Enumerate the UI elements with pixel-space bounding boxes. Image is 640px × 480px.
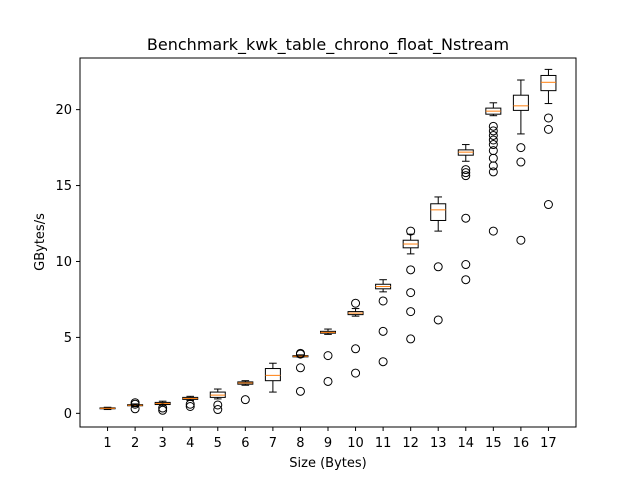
outlier-point [488,167,498,177]
x-axis: 1 2 3 4 5 6 7 8 9 10 11 12 13 14 15 16 17 [103,427,557,451]
outlier-point [461,213,471,223]
x-axis-label: Size (Bytes) [289,456,366,471]
x-tick-label: 13 [430,436,447,451]
outlier-point [543,200,553,210]
box-group [154,400,171,415]
outlier-point [488,130,498,140]
outlier-point [406,226,416,236]
outlier-point [461,171,471,181]
outlier-point [323,351,333,361]
y-tick-label: 20 [55,103,72,118]
x-tick-label: 6 [241,436,249,451]
box-group [457,144,474,285]
outlier-point [406,307,416,317]
outlier-point [488,140,498,150]
outlier-point [378,326,388,336]
y-tick-label: 5 [64,331,72,346]
box-group [375,279,392,367]
outlier-point [516,235,526,245]
box-group [292,348,309,396]
outlier-point [488,135,498,145]
box [430,203,447,221]
outlier-point [351,298,361,308]
box [264,368,281,382]
x-tick-label: 8 [296,436,304,451]
box-group [209,388,226,415]
x-tick-label: 17 [540,436,557,451]
outlier-point [488,146,498,156]
x-tick-label: 2 [131,436,139,451]
x-tick-label: 16 [513,436,530,451]
outlier-point [461,275,471,285]
outlier-point [130,398,140,408]
x-tick-label: 9 [324,436,332,451]
box-group [485,102,502,236]
outlier-point [516,143,526,153]
box-group [512,79,529,245]
outlier-point [378,296,388,306]
x-tick-label: 3 [159,436,167,451]
x-tick-label: 15 [485,436,502,451]
y-axis: 0 5 10 15 20 [55,103,80,422]
outlier-point [516,157,526,167]
x-tick-label: 14 [458,436,475,451]
chart-title: Benchmark_kwk_table_chrono_float_Nstream [147,35,509,55]
box-group [540,68,557,210]
outlier-point [461,168,471,178]
outlier-point [158,403,168,413]
outlier-point [213,400,223,410]
box-group [430,196,447,325]
outlier-point [295,363,305,373]
box-group [264,362,281,393]
x-tick-label: 12 [402,436,419,451]
outlier-point [433,315,443,325]
outlier-point [351,368,361,378]
box [512,94,529,111]
outlier-point [158,405,168,415]
x-tick-label: 10 [347,436,364,451]
outlier-point [213,405,223,415]
outlier-point [406,334,416,344]
outlier-point [406,265,416,275]
y-tick-label: 15 [55,179,72,194]
y-axis-label: GBytes/s [33,213,48,271]
outlier-point [351,344,361,354]
box [540,74,557,92]
outlier-point [461,165,471,175]
outlier-point [240,395,250,405]
outlier-point [488,226,498,236]
outlier-point [433,262,443,272]
outlier-point [185,399,195,409]
outlier-point [406,288,416,298]
box-group [320,328,336,386]
x-tick-label: 11 [375,436,392,451]
outlier-point [488,126,498,136]
outlier-point [323,376,333,386]
x-tick-label: 7 [269,436,277,451]
outlier-point [543,124,553,134]
outlier-point [488,121,498,131]
x-tick-label: 1 [103,436,111,451]
box-group [99,406,116,411]
x-tick-label: 4 [186,436,194,451]
outlier-point [295,386,305,396]
plot-area [99,68,557,415]
box-group [402,226,419,344]
outlier-point [295,348,305,358]
y-tick-label: 10 [55,255,72,270]
outlier-point [461,260,471,270]
box-group [347,298,364,378]
outlier-point [543,113,553,123]
outlier-point [130,404,140,414]
outlier-point [378,357,388,367]
x-tick-label: 5 [214,436,222,451]
y-tick-label: 0 [64,407,72,422]
box-group [182,395,199,411]
box-group [127,398,144,414]
outlier-point [185,402,195,411]
box-group [237,380,254,405]
